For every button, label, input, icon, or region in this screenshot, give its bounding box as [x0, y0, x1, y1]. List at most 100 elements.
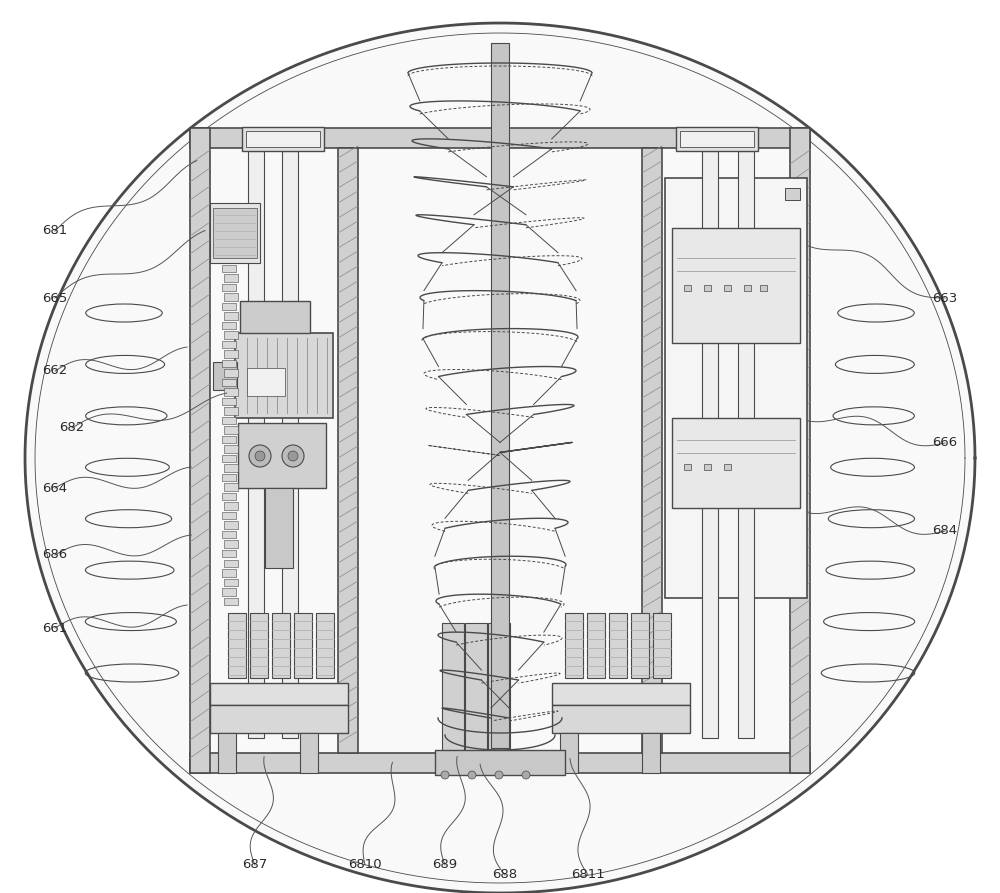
Bar	[609, 613, 627, 678]
Text: 663: 663	[932, 291, 958, 305]
Bar	[238, 423, 326, 488]
Text: 687: 687	[242, 858, 268, 872]
Bar	[210, 203, 260, 263]
Bar	[222, 265, 236, 272]
Bar	[560, 733, 578, 773]
Bar	[250, 613, 268, 678]
Bar	[224, 446, 238, 453]
Text: 689: 689	[432, 858, 458, 872]
Circle shape	[255, 451, 265, 461]
Bar	[222, 531, 236, 538]
Bar	[224, 464, 238, 472]
Bar	[338, 148, 358, 753]
Text: 661: 661	[42, 622, 68, 635]
Bar	[222, 588, 236, 596]
Bar	[190, 128, 810, 148]
Bar	[565, 613, 583, 678]
Bar	[218, 733, 236, 773]
Bar	[213, 208, 257, 258]
Text: 6811: 6811	[571, 869, 605, 881]
Bar	[631, 613, 649, 678]
Bar	[222, 284, 236, 291]
Circle shape	[495, 771, 503, 779]
Bar	[738, 151, 754, 738]
Text: 662: 662	[42, 364, 68, 378]
Bar	[222, 493, 236, 500]
Bar	[240, 301, 310, 333]
Bar	[676, 127, 758, 151]
Bar	[224, 540, 238, 548]
Bar	[265, 488, 293, 568]
Bar	[224, 370, 238, 377]
Circle shape	[468, 771, 476, 779]
Bar	[222, 512, 236, 520]
Bar	[744, 285, 751, 291]
Bar	[680, 131, 754, 147]
Bar	[210, 683, 348, 705]
Bar	[488, 623, 510, 773]
Bar	[300, 733, 318, 773]
Bar	[224, 522, 238, 529]
Text: 681: 681	[42, 224, 68, 238]
Bar	[246, 131, 320, 147]
Bar	[222, 398, 236, 405]
Bar	[224, 427, 238, 434]
Bar	[790, 128, 810, 773]
Bar	[442, 623, 464, 773]
Bar	[222, 455, 236, 463]
Bar	[222, 436, 236, 444]
Bar	[222, 341, 236, 348]
Bar	[242, 127, 324, 151]
Bar	[702, 151, 718, 738]
Text: 664: 664	[42, 481, 68, 495]
Bar	[653, 613, 671, 678]
Bar	[248, 151, 264, 738]
Bar	[222, 379, 236, 387]
Bar	[222, 360, 236, 368]
Bar	[224, 560, 238, 567]
Text: 666: 666	[932, 437, 958, 449]
Bar	[222, 550, 236, 557]
Bar	[672, 418, 800, 508]
Bar	[684, 464, 691, 470]
Bar	[210, 705, 348, 733]
Polygon shape	[25, 23, 975, 893]
Bar	[222, 417, 236, 424]
Bar	[224, 331, 238, 339]
Bar	[316, 613, 334, 678]
Bar	[642, 148, 662, 753]
Bar	[724, 285, 731, 291]
Bar	[491, 43, 509, 748]
Bar	[213, 362, 237, 390]
Text: 682: 682	[59, 421, 85, 435]
Bar	[224, 483, 238, 491]
Bar	[684, 285, 691, 291]
Bar	[665, 178, 807, 598]
Bar	[642, 733, 660, 773]
Bar	[224, 274, 238, 282]
Bar	[272, 613, 290, 678]
Bar	[222, 569, 236, 577]
Bar	[235, 333, 333, 418]
Text: 686: 686	[42, 548, 68, 562]
Text: 688: 688	[492, 869, 518, 881]
Bar	[785, 188, 800, 200]
Circle shape	[441, 771, 449, 779]
Circle shape	[522, 771, 530, 779]
Bar	[704, 285, 711, 291]
Bar	[552, 705, 690, 733]
Bar	[224, 313, 238, 320]
Bar	[552, 683, 690, 705]
Bar	[587, 613, 605, 678]
Circle shape	[288, 451, 298, 461]
Bar	[228, 613, 246, 678]
Bar	[224, 388, 238, 396]
Bar	[724, 464, 731, 470]
Text: 6810: 6810	[348, 858, 382, 872]
Circle shape	[249, 445, 271, 467]
Bar	[222, 474, 236, 481]
Bar	[222, 303, 236, 311]
Bar	[224, 294, 238, 301]
Bar	[704, 464, 711, 470]
Bar	[224, 597, 238, 605]
